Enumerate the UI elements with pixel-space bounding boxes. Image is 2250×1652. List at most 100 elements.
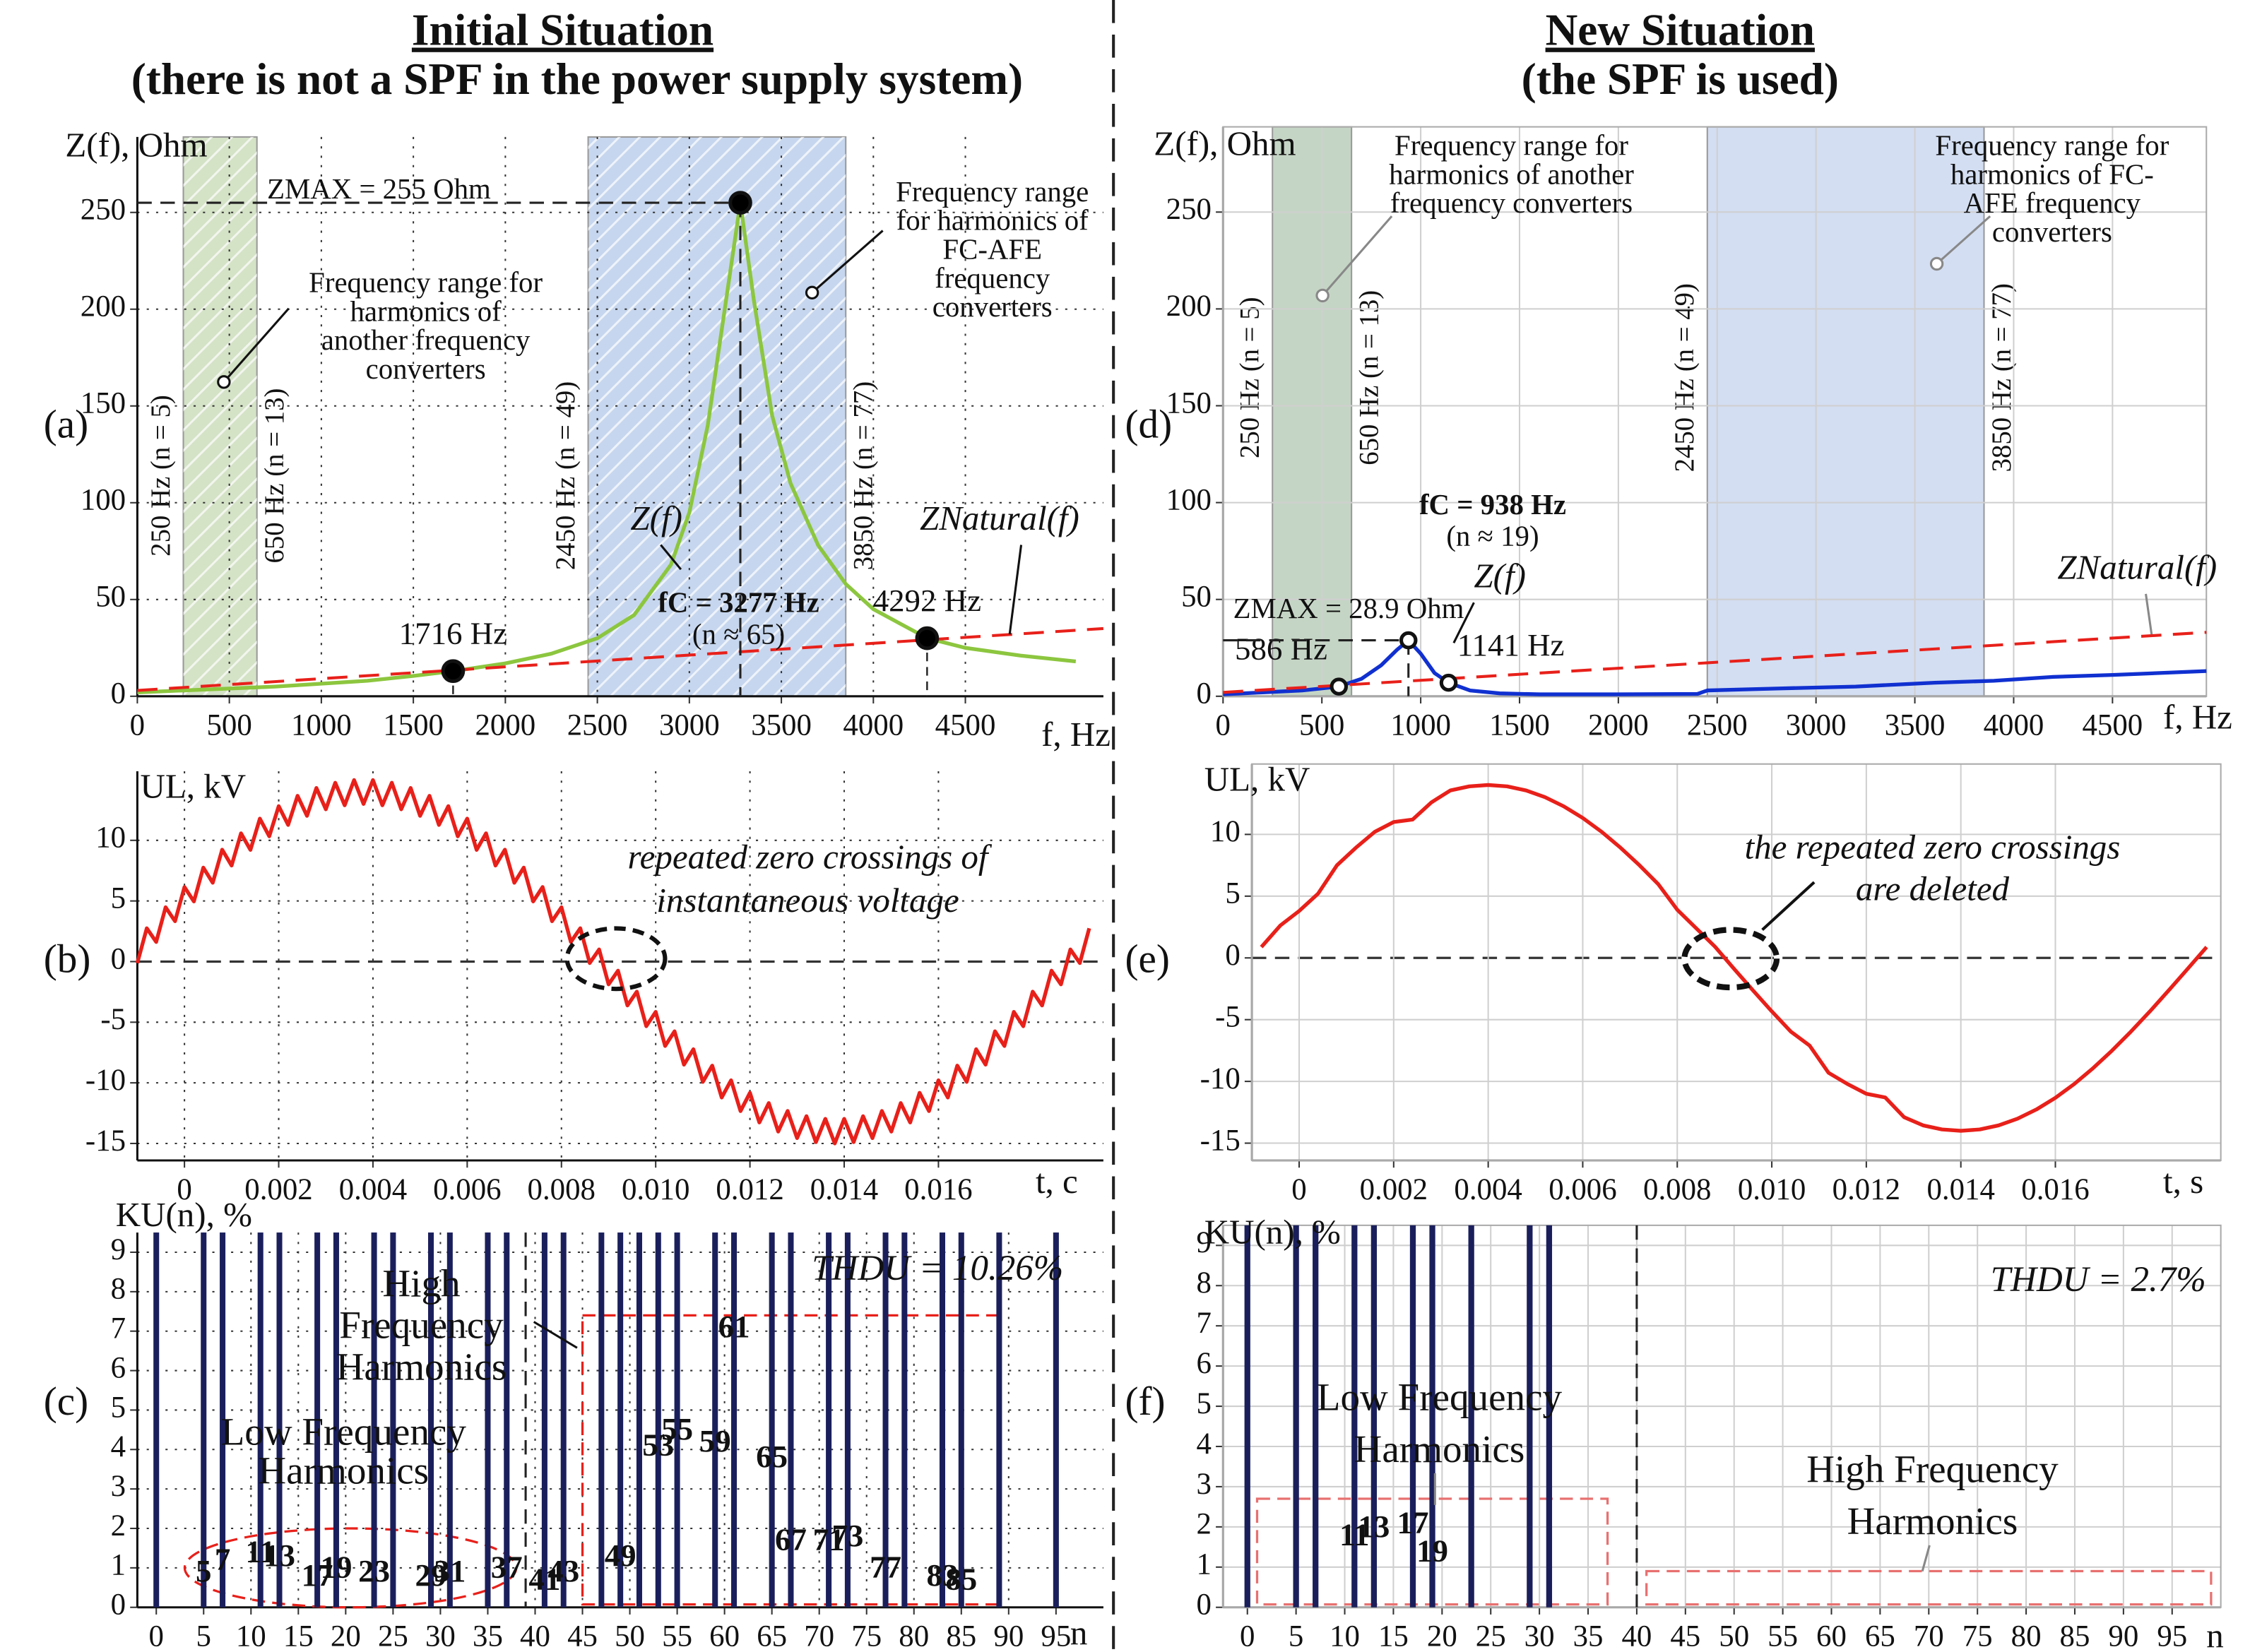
series-line [1223,631,2207,694]
bar [826,1232,832,1608]
bar-label: 17 [1397,1504,1429,1540]
panel-label: (e) [1125,937,1170,982]
bar-label: 29 [415,1557,447,1593]
plot-frame [1251,763,2222,1162]
y-tick-label: 5 [1225,877,1240,910]
x-tick-label: 2500 [567,709,628,742]
y-tick-label: 0 [1225,939,1240,972]
callout [660,544,682,571]
bar [731,1232,738,1608]
x-tick-label: 60 [709,1620,740,1652]
x-tick-label: 0.008 [528,1173,596,1206]
x-tick-label: 0.010 [622,1173,689,1206]
bar [485,1232,491,1608]
x-tick-label: 45 [567,1620,598,1652]
bar [1546,1225,1553,1608]
point-label: 4292 Hz [873,583,981,618]
y-tick-label: 4 [111,1430,126,1463]
x-tick-label: 1500 [1489,709,1550,742]
point [441,659,466,684]
x-tick-label: 3000 [659,709,720,742]
point [915,626,940,650]
x-tick-label: 55 [1768,1620,1798,1652]
series-label: ZNatural(f) [2057,547,2217,586]
x-tick-label: 1500 [383,709,444,742]
bar [674,1232,680,1608]
bar-label: 11 [245,1533,275,1569]
x-tick-label: 5 [196,1620,211,1652]
y-tick-label: -5 [100,1003,126,1036]
x-tick-label: 75 [851,1620,882,1652]
plot-frame [1222,1224,2222,1608]
y-axis-label: UL, kV [140,767,246,806]
annotation: repeated zero crossings of [627,838,992,876]
x-tick-label: 0.010 [1738,1173,1806,1206]
annotation: High [382,1261,460,1305]
bar [636,1232,642,1608]
y-tick-label: 3 [111,1470,126,1503]
annotation: fC = 3277 Hz [658,587,819,619]
x-tick-label: 85 [946,1620,976,1652]
annotation: (n ≈ 65) [692,619,785,650]
annotation: Frequency [339,1303,504,1346]
y-axis-label: UL, kV [1204,760,1310,799]
bar-label: 7 [215,1541,230,1576]
bar [257,1232,264,1608]
x-tick-label: 20 [331,1620,361,1652]
callout [1936,215,1991,265]
point-label: 586 Hz [1235,631,1327,666]
x-tick-label: 30 [1524,1620,1555,1652]
bar-label: 65 [756,1439,788,1474]
annotation: Frequency range [896,176,1089,208]
bar-label: 73 [831,1518,863,1553]
x-tick-label: 40 [520,1620,550,1652]
bar-label: 5 [196,1553,211,1588]
callout [1681,927,1780,991]
callout [1321,215,1393,297]
x-axis-label: t, s [2163,1162,2203,1201]
x-tick-label: 0.014 [1926,1173,1994,1206]
bar [1313,1225,1319,1608]
x-tick-label: 35 [473,1620,503,1652]
bar-label: 13 [264,1538,295,1573]
callout [1921,1545,1931,1572]
bar-label: 83 [927,1557,959,1593]
right-title: New Situation [1546,5,1815,54]
x-tick-label: 70 [804,1620,834,1652]
bar-label: 37 [491,1550,523,1585]
bar-label: 55 [661,1411,693,1446]
x-tick-label: 65 [1865,1620,1895,1652]
bar [598,1232,605,1608]
x-tick-label: 50 [615,1620,645,1652]
x-axis-label: n [2206,1616,2223,1652]
callout [1008,545,1023,635]
region-box [1645,1569,2213,1606]
bar [1053,1232,1059,1608]
x-tick-label: 500 [1299,709,1344,742]
y-tick-label: 250 [81,194,126,227]
point-label: 1141 Hz [1457,627,1565,662]
y-tick-label: 6 [1197,1347,1212,1380]
bar [276,1232,283,1608]
annotation: Harmonics [258,1449,429,1492]
x-tick-label: 3500 [1885,709,1946,742]
panel-label: (f) [1125,1379,1166,1424]
y-tick-label: -10 [1200,1062,1241,1095]
x-tick-label: 0 [1216,709,1231,742]
y-tick-label: 3 [1197,1468,1212,1501]
y-tick-label: 100 [81,484,126,517]
annotation: ZMAX = 28.9 Ohm [1233,593,1464,624]
callout [1315,288,1330,303]
callout [564,926,668,992]
bar-label: 53 [642,1427,674,1462]
bar [712,1232,718,1608]
left-subtitle: (there is not a SPF in the power supply … [131,54,1023,104]
bar [844,1232,851,1608]
bar-label: 77 [870,1550,901,1585]
y-tick-label: 8 [111,1273,126,1306]
y-tick-label: 0 [1197,677,1212,711]
x-tick-label: 35 [1573,1620,1604,1652]
x-tick-label: 1000 [1390,709,1451,742]
x-tick-label: 4500 [2082,709,2143,742]
bar [1527,1225,1533,1608]
